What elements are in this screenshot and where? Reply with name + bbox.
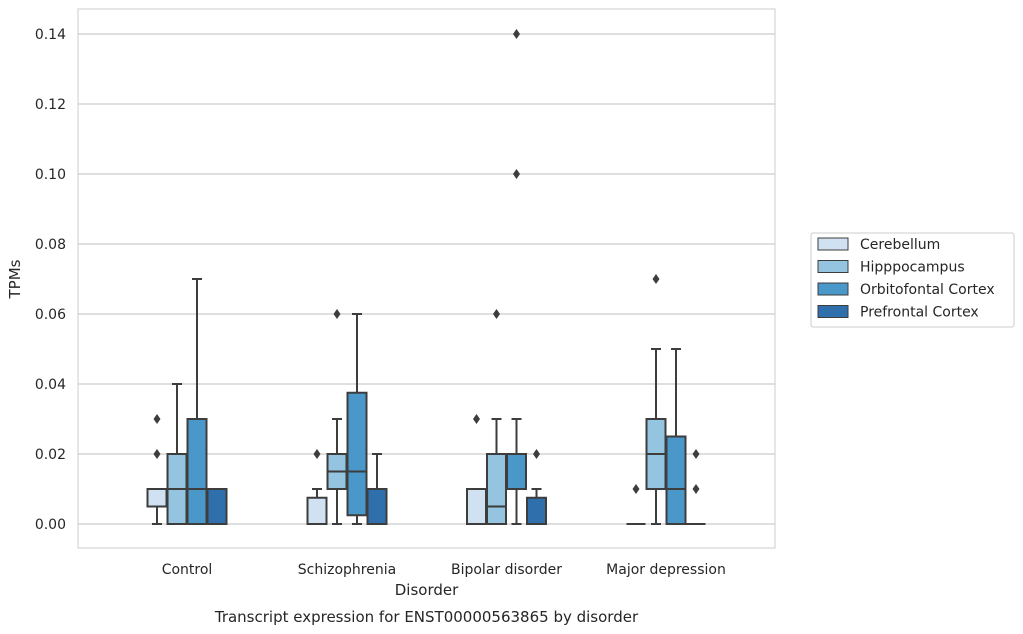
box-iqr	[146, 488, 168, 508]
outlier-point	[513, 29, 520, 39]
y-tick-label: 0.00	[35, 517, 66, 533]
box-iqr	[366, 488, 388, 525]
x-tick-labels: Control Schizophrenia Bipolar disorder Majo…	[162, 562, 726, 578]
y-tick-labels: 0.00 0.02 0.04 0.06 0.08 0.10 0.12 0.14	[35, 27, 66, 533]
box-orbitofontal-cortex	[346, 313, 368, 525]
box-hipppocampus	[326, 309, 348, 525]
y-tick-label: 0.08	[35, 237, 66, 253]
outlier-point	[692, 484, 700, 494]
box-iqr	[306, 496, 328, 525]
y-tick-label: 0.12	[35, 97, 66, 113]
outlier-point	[632, 484, 640, 494]
outlier-point	[153, 414, 161, 424]
box-iqr	[466, 488, 487, 525]
legend-swatch	[817, 305, 849, 318]
legend-swatch	[817, 237, 849, 251]
outlier-point	[333, 309, 341, 319]
legend-swatch	[817, 260, 849, 273]
y-tick-label: 0.06	[35, 307, 66, 323]
outlier-point	[692, 449, 700, 459]
box-orbitofontal-cortex	[665, 348, 687, 525]
box-cerebellum	[466, 414, 487, 525]
outlier-point	[313, 449, 321, 459]
y-axis-title: TPMs	[6, 259, 24, 299]
box-prefrontal-cortex	[526, 449, 547, 525]
outlier-point	[493, 309, 500, 319]
legend-label: Cerebellum	[860, 237, 940, 253]
box-orbitofontal-cortex	[186, 278, 208, 525]
outlier-point	[513, 169, 520, 179]
y-tick-label: 0.10	[35, 167, 66, 183]
legend: Cerebellum Hipppocampus Orbitofontal Corte…	[810, 232, 1015, 328]
box-prefrontal-cortex	[206, 488, 228, 525]
outlier-point	[652, 274, 660, 284]
box-iqr	[526, 496, 547, 525]
box-iqr	[486, 453, 507, 525]
x-axis-title: Disorder	[395, 581, 459, 599]
outlier-point	[533, 449, 540, 459]
box-cerebellum	[146, 414, 168, 525]
x-tick-label: Major depression	[606, 562, 726, 578]
x-tick-label: Bipolar disorder	[451, 562, 562, 578]
box-hipppocampus	[166, 383, 188, 525]
outlier-point	[153, 449, 161, 459]
legend-frame	[810, 232, 1015, 328]
x-tick-label: Schizophrenia	[298, 562, 396, 578]
outlier-point	[473, 414, 480, 424]
box-iqr	[665, 435, 687, 525]
y-tick-label: 0.14	[35, 27, 66, 43]
box-hipppocampus	[645, 274, 667, 525]
box-cerebellum	[626, 484, 646, 525]
box-hipppocampus	[486, 309, 507, 525]
box-iqr	[186, 418, 208, 525]
legend-label: Hipppocampus	[860, 260, 965, 276]
box-prefrontal-cortex	[366, 453, 388, 525]
plot-frame	[77, 8, 776, 549]
box-orbitofontal-cortex	[506, 29, 527, 525]
legend-label: Orbitofontal Cortex	[860, 282, 995, 298]
box-iqr	[206, 488, 228, 525]
legend-label: Prefrontal Cortex	[860, 305, 979, 321]
box-groups	[146, 29, 706, 525]
y-tick-label: 0.04	[35, 377, 66, 393]
x-tick-label: Control	[162, 562, 213, 578]
legend-swatch	[817, 282, 849, 296]
box-iqr	[346, 391, 368, 517]
box-iqr	[506, 453, 527, 490]
y-tick-label: 0.02	[35, 447, 66, 463]
chart-caption: Transcript expression for ENST0000056386…	[214, 608, 639, 626]
box-prefrontal-cortex	[686, 449, 706, 525]
box-cerebellum	[306, 449, 328, 525]
